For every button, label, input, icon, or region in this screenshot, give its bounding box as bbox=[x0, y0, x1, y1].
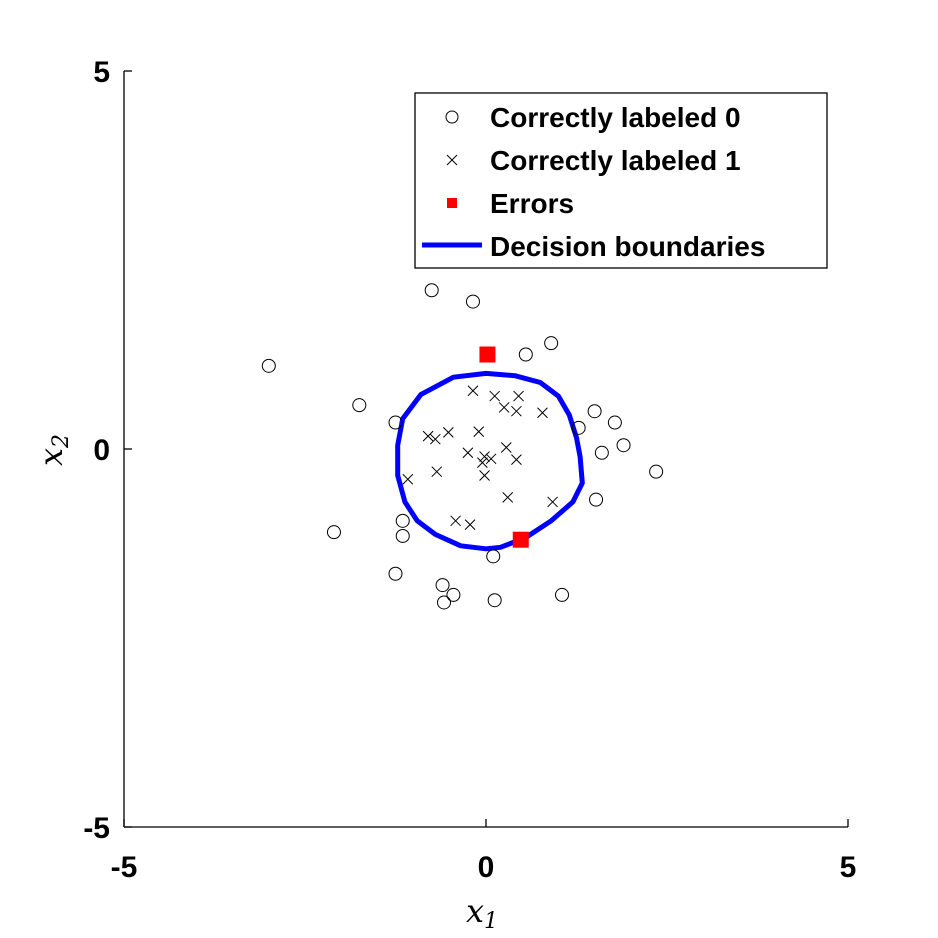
class1-point bbox=[485, 453, 497, 465]
class1-point bbox=[547, 496, 558, 508]
circle-icon bbox=[445, 110, 459, 124]
class0-point bbox=[395, 528, 410, 543]
y-axis-label: x2 bbox=[32, 434, 74, 466]
class0-point bbox=[388, 415, 403, 430]
class0-point bbox=[594, 445, 609, 460]
class1-point bbox=[402, 473, 414, 485]
legend-label-boundary: Decision boundaries bbox=[490, 231, 765, 262]
error-point bbox=[512, 531, 529, 548]
class1-point bbox=[511, 405, 522, 417]
class0-point bbox=[616, 438, 631, 453]
class1-point bbox=[422, 430, 434, 442]
class1-point bbox=[450, 515, 461, 527]
error-point bbox=[479, 346, 496, 363]
class1-point bbox=[513, 390, 524, 402]
class0-point bbox=[435, 578, 450, 593]
decision-boundary-layer bbox=[395, 370, 585, 552]
class1-point bbox=[431, 466, 443, 478]
class1-point bbox=[464, 519, 476, 530]
class1-point bbox=[537, 407, 548, 419]
class1-point bbox=[511, 454, 522, 465]
class0-point bbox=[446, 587, 461, 602]
class0-point bbox=[571, 420, 586, 435]
y-tick-label: 5 bbox=[93, 56, 110, 89]
class0-point bbox=[544, 336, 559, 351]
class0-point bbox=[261, 358, 276, 373]
class1-point bbox=[489, 390, 501, 402]
class0-point bbox=[465, 294, 480, 309]
class1-point bbox=[473, 426, 485, 437]
class1-point bbox=[479, 451, 490, 462]
axes bbox=[123, 70, 849, 828]
class0-point bbox=[587, 404, 602, 419]
cross-icon bbox=[446, 154, 458, 166]
x-tick-label: -5 bbox=[111, 851, 138, 884]
class1-points-layer bbox=[402, 385, 558, 530]
x-axis-label: x1 bbox=[466, 892, 498, 934]
class0-point bbox=[437, 595, 452, 610]
class0-point bbox=[395, 513, 410, 528]
class0-point bbox=[326, 525, 341, 540]
square-icon bbox=[447, 198, 457, 208]
legend-label-class0: Correctly labeled 0 bbox=[490, 102, 741, 133]
class0-point bbox=[487, 593, 502, 608]
legend-label-class1: Correctly labeled 1 bbox=[490, 145, 741, 176]
x-tick-label: 5 bbox=[840, 851, 857, 884]
class1-point bbox=[467, 385, 479, 397]
class1-point bbox=[462, 447, 474, 459]
class1-point bbox=[498, 402, 510, 413]
legend: Correctly labeled 0 Correctly labeled 1 … bbox=[414, 92, 828, 269]
class0-point bbox=[388, 566, 403, 581]
legend-label-errors: Errors bbox=[490, 188, 574, 219]
class1-point bbox=[429, 433, 441, 445]
error-points-layer bbox=[479, 346, 529, 548]
class1-point bbox=[502, 492, 514, 503]
class0-point bbox=[518, 347, 533, 362]
y-tick-label: -5 bbox=[83, 812, 110, 845]
class0-points-layer bbox=[261, 283, 664, 610]
class1-point bbox=[479, 470, 490, 481]
y-tick-label: 0 bbox=[93, 434, 110, 467]
class0-point bbox=[589, 492, 604, 507]
class0-point bbox=[352, 398, 367, 413]
class1-point bbox=[477, 457, 488, 468]
class0-point bbox=[424, 283, 439, 298]
class0-point bbox=[607, 415, 622, 430]
class0-point bbox=[649, 464, 664, 479]
class1-point bbox=[442, 427, 454, 438]
class0-point bbox=[555, 587, 570, 602]
class1-point bbox=[500, 442, 512, 453]
decision-boundary-line bbox=[395, 370, 585, 552]
class0-point bbox=[486, 549, 501, 564]
x-tick-label: 0 bbox=[478, 851, 495, 884]
legend-box bbox=[414, 92, 828, 269]
